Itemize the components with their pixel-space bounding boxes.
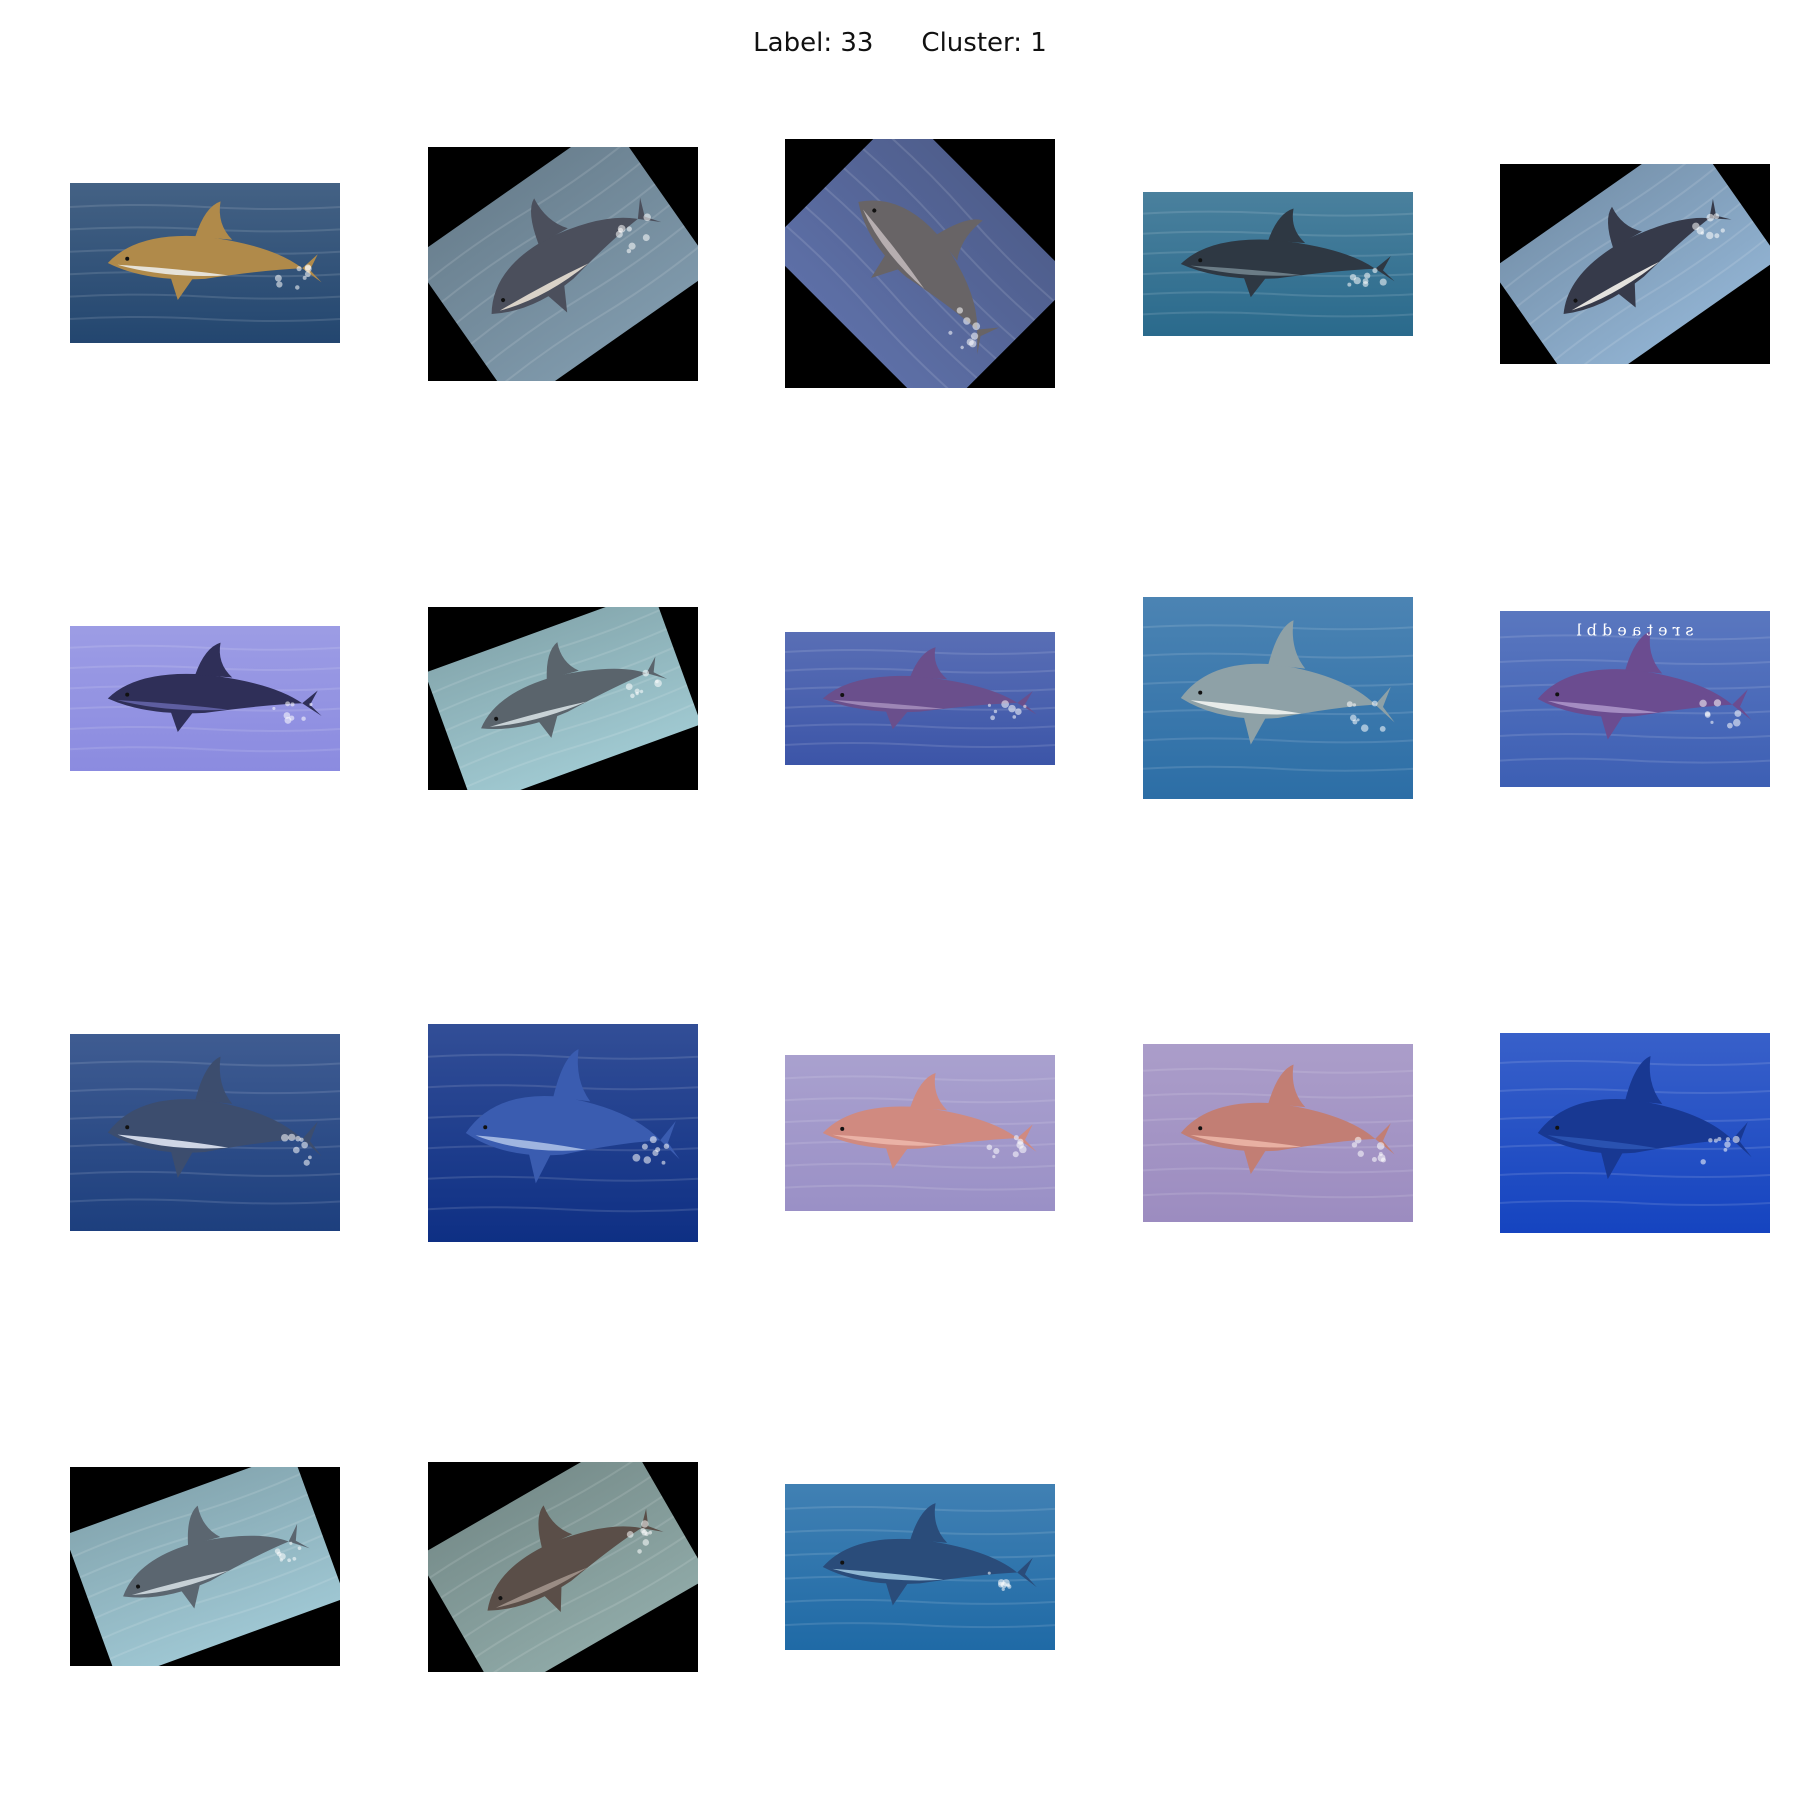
thumbnail-image	[785, 632, 1055, 765]
dolphin-photo	[1143, 1044, 1413, 1222]
thumbnail-image: s r e t a e d b l	[1500, 611, 1770, 787]
thumbnail-image	[785, 1055, 1055, 1211]
dolphin-photo	[1143, 597, 1413, 799]
dolphin-photo	[70, 626, 340, 771]
dolphin-photo	[785, 139, 1055, 388]
dolphin-photo	[428, 147, 698, 381]
dolphin-photo	[1500, 164, 1770, 364]
thumbnail-image	[1143, 1044, 1413, 1222]
thumbnail-image	[785, 139, 1055, 388]
dolphin-photo	[1500, 1033, 1770, 1233]
thumbnail-image	[428, 607, 698, 790]
thumbnail-image	[70, 183, 340, 343]
dolphin-photo	[428, 1024, 698, 1242]
dolphin-photo	[428, 607, 698, 790]
thumbnail-image	[1143, 192, 1413, 336]
mirrored-caption: s r e t a e d b l	[1576, 621, 1693, 640]
thumbnail-image	[70, 626, 340, 771]
thumbnail-image	[785, 1484, 1055, 1650]
thumbnail-image	[428, 1462, 698, 1672]
thumbnail-image	[1143, 597, 1413, 799]
dolphin-photo	[70, 1467, 340, 1666]
dolphin-photo	[1143, 192, 1413, 336]
dolphin-photo: s r e t a e d b l	[1500, 611, 1770, 787]
dolphin-photo	[785, 1055, 1055, 1211]
dolphin-photo	[70, 1034, 340, 1231]
dolphin-photo	[785, 1484, 1055, 1650]
dolphin-photo	[785, 632, 1055, 765]
thumbnail-image	[428, 147, 698, 381]
thumbnail-image	[70, 1034, 340, 1231]
thumbnail-image	[428, 1024, 698, 1242]
dolphin-photo	[428, 1462, 698, 1672]
thumbnail-image	[1500, 164, 1770, 364]
thumbnail-image	[1500, 1033, 1770, 1233]
dolphin-photo	[70, 183, 340, 343]
thumbnail-image	[70, 1467, 340, 1666]
